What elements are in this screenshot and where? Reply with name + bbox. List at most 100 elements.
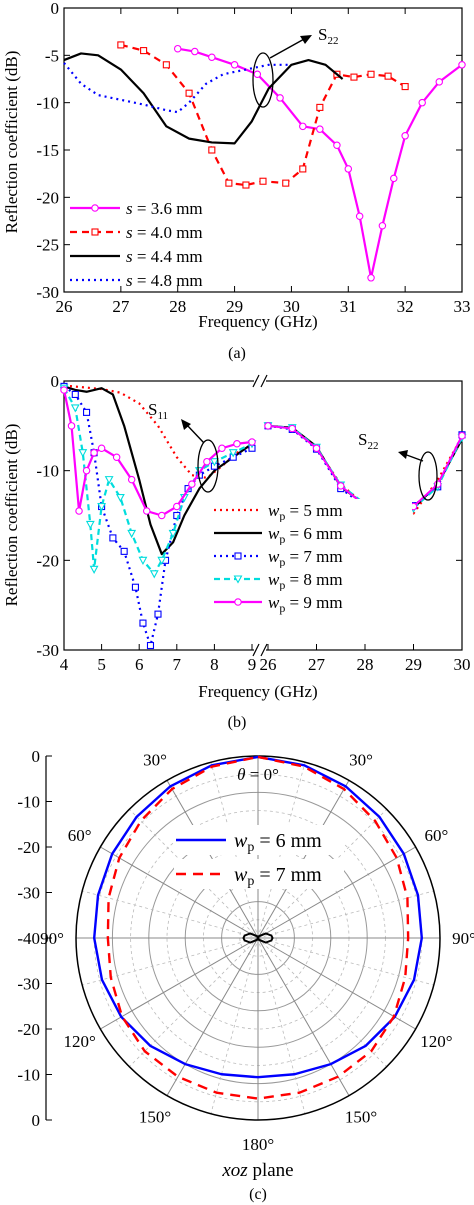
y-tick-label: -25	[36, 236, 59, 255]
y-tick-label: -20	[36, 188, 59, 207]
data-point	[264, 422, 272, 430]
data-point	[120, 547, 128, 555]
panel-b-annotation-s22: S22	[358, 430, 438, 501]
legend-item: wp = 6 mm	[174, 825, 344, 855]
data-point	[173, 44, 182, 53]
data-point	[158, 511, 166, 520]
x-tick-label: 6	[135, 655, 144, 674]
angle-label: 150°	[139, 1107, 171, 1126]
panel-b-y-axis-label: Reflection coefficient (dB)	[2, 424, 21, 607]
legend-item: s = 4.0 mm	[70, 223, 203, 242]
x-tick-label: 33	[454, 297, 471, 316]
data-point	[299, 165, 307, 173]
angle-label: 150°	[345, 1107, 377, 1126]
polar-spoke	[257, 846, 416, 939]
panel-b-caption: (b)	[228, 714, 247, 731]
x-tick-label: 26	[260, 655, 277, 674]
legend-background	[212, 545, 412, 567]
data-point	[282, 179, 290, 187]
data-point	[401, 83, 409, 91]
data-point	[115, 494, 125, 503]
legend-label: s = 4.8 mm	[126, 271, 203, 290]
data-point	[233, 440, 241, 448]
data-point	[149, 570, 159, 579]
series-3	[63, 62, 292, 114]
legend-label: wp = 5 mm	[268, 501, 343, 523]
legend-item: wp = 7 mm	[174, 859, 344, 889]
data-point	[191, 47, 199, 56]
legend-label: wp = 6 mm	[234, 830, 322, 855]
legend-item: wp = 9 mm	[212, 591, 412, 615]
legend-item: wp = 7 mm	[212, 545, 412, 569]
panel-c-angle-labels: 30° 30° 60° 60° 90° 90° 120° 120° 150° 150° 180°	[40, 751, 474, 1154]
polar-spoke	[100, 846, 259, 939]
y-tick-label: -5	[45, 46, 59, 65]
x-tick-label: 8	[210, 655, 219, 674]
data-point	[117, 41, 125, 49]
angle-label: 120°	[63, 1032, 95, 1051]
data-point	[75, 507, 83, 515]
axis-break-mark	[260, 374, 268, 388]
data-point	[228, 449, 238, 458]
data-point	[188, 480, 196, 488]
polar-spoke	[129, 937, 259, 1067]
panel-b-x-axis-label: Frequency (GHz)	[198, 682, 317, 701]
panel-b-y-ticks: 0 -10 -20 -30	[36, 372, 462, 660]
data-point	[336, 482, 345, 490]
data-point	[127, 475, 136, 484]
data-point	[378, 221, 387, 230]
data-point	[248, 438, 256, 446]
x-tick-label: 30	[454, 655, 471, 674]
radial-tick-label: -30	[17, 975, 40, 994]
radial-tick-label: -10	[17, 1066, 40, 1085]
radial-tick-label: -30	[17, 884, 40, 903]
polar-spoke	[82, 890, 259, 939]
panel-a-legend: s = 3.6 mm s = 4.0 mm s = 4.4 mm s = 4.8 mm	[70, 199, 203, 290]
panel-b-s22-arrow	[403, 453, 424, 462]
data-point	[225, 179, 233, 187]
x-tick-label: 9	[248, 655, 257, 674]
angle-label: 90°	[452, 929, 474, 948]
panel-c-legend: wp = 6 mm wp = 7 mm	[174, 825, 344, 889]
y-tick-label: -10	[36, 94, 59, 113]
data-point	[312, 444, 321, 452]
data-point	[418, 98, 426, 107]
data-point	[83, 408, 91, 416]
data-point	[299, 122, 307, 131]
data-point	[384, 72, 392, 80]
panel-b-annotation-s11: S11	[148, 400, 219, 493]
data-point	[173, 502, 181, 511]
series-line-left	[63, 385, 253, 556]
x-tick-label: 7	[173, 655, 182, 674]
data-point	[208, 53, 216, 61]
legend-marker	[234, 552, 242, 560]
data-point	[185, 89, 193, 97]
panel-b-s11-arrow	[185, 423, 205, 444]
x-tick-label: 28	[169, 297, 186, 316]
panel-c-series	[92, 755, 423, 1100]
polar-spoke	[257, 890, 434, 939]
legend-label: s = 4.4 mm	[126, 247, 203, 266]
angle-label: 30°	[143, 751, 167, 770]
x-tick-label: 26	[56, 297, 73, 316]
data-point	[138, 556, 148, 565]
radial-tick-label: 0	[32, 747, 41, 766]
x-tick-label: 28	[357, 655, 374, 674]
data-point	[208, 146, 216, 154]
legend-marker	[91, 204, 99, 212]
series-1	[117, 41, 409, 189]
data-point	[140, 47, 148, 55]
radial-tick-label: -40	[17, 929, 40, 948]
radial-tick-label: -10	[17, 793, 40, 812]
axis-break-mark	[252, 374, 260, 388]
panel-a-y-axis-label: Reflection coefficient (dB)	[2, 51, 21, 234]
legend-label: wp = 7 mm	[268, 547, 343, 569]
legend-background	[212, 568, 412, 590]
legend-label: s = 4.0 mm	[126, 223, 203, 242]
data-point	[367, 274, 375, 282]
angle-label: 180°	[242, 1135, 274, 1154]
panel-c-plane-label: xoz plane	[221, 1160, 293, 1181]
data-point	[112, 453, 121, 461]
legend-marker	[91, 228, 99, 236]
